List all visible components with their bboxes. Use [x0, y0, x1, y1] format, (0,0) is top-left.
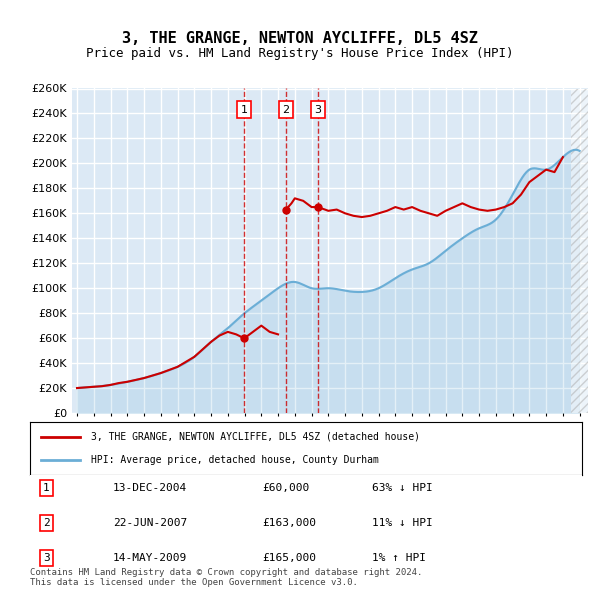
Text: 22-JUN-2007: 22-JUN-2007 — [113, 518, 187, 528]
Text: Price paid vs. HM Land Registry's House Price Index (HPI): Price paid vs. HM Land Registry's House … — [86, 47, 514, 60]
Text: 3: 3 — [43, 553, 50, 563]
Text: 3, THE GRANGE, NEWTON AYCLIFFE, DL5 4SZ: 3, THE GRANGE, NEWTON AYCLIFFE, DL5 4SZ — [122, 31, 478, 46]
Text: 11% ↓ HPI: 11% ↓ HPI — [372, 518, 433, 528]
Text: Contains HM Land Registry data © Crown copyright and database right 2024.
This d: Contains HM Land Registry data © Crown c… — [30, 568, 422, 587]
Text: 13-DEC-2004: 13-DEC-2004 — [113, 483, 187, 493]
Text: HPI: Average price, detached house, County Durham: HPI: Average price, detached house, Coun… — [91, 455, 379, 465]
Text: 63% ↓ HPI: 63% ↓ HPI — [372, 483, 433, 493]
Text: 2: 2 — [43, 518, 50, 528]
Text: £60,000: £60,000 — [262, 483, 309, 493]
Text: 1: 1 — [241, 104, 247, 114]
Text: 3: 3 — [314, 104, 321, 114]
Text: 2: 2 — [283, 104, 290, 114]
Text: 1% ↑ HPI: 1% ↑ HPI — [372, 553, 426, 563]
Text: 1: 1 — [43, 483, 50, 493]
Text: £163,000: £163,000 — [262, 518, 316, 528]
Text: £165,000: £165,000 — [262, 553, 316, 563]
Text: 14-MAY-2009: 14-MAY-2009 — [113, 553, 187, 563]
Polygon shape — [571, 88, 588, 413]
Text: 3, THE GRANGE, NEWTON AYCLIFFE, DL5 4SZ (detached house): 3, THE GRANGE, NEWTON AYCLIFFE, DL5 4SZ … — [91, 432, 420, 442]
